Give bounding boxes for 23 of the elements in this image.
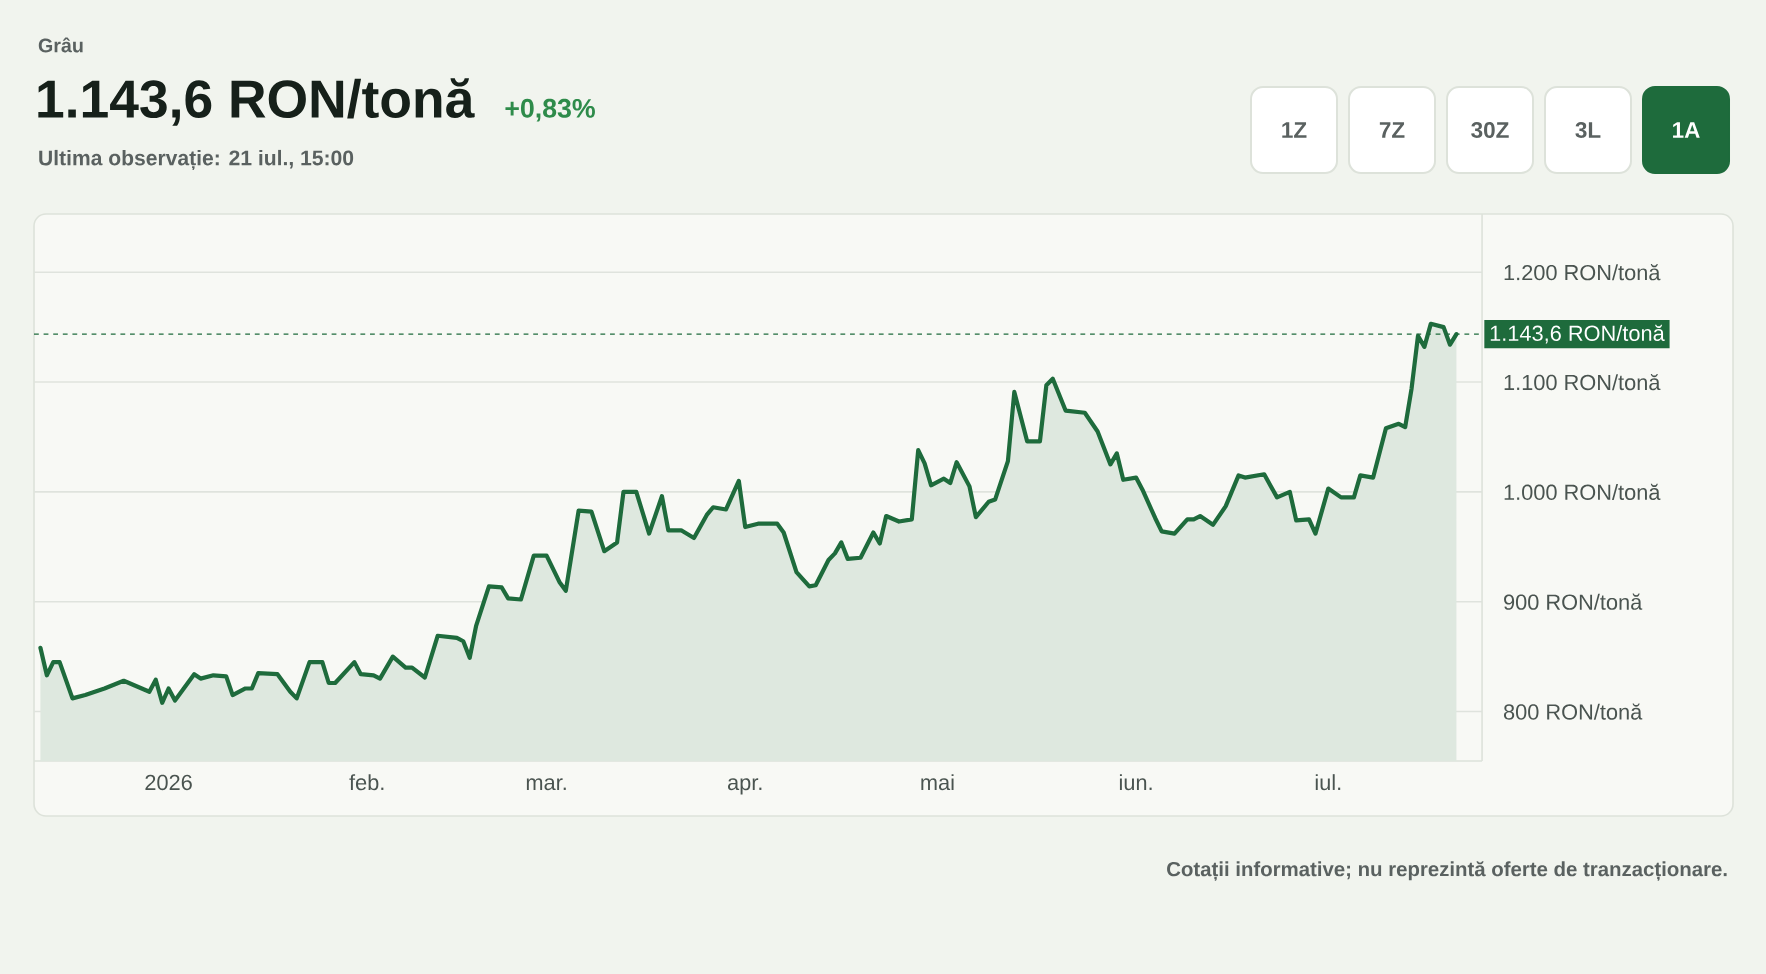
x-tick-label: apr. [727,778,762,795]
text: 1.143,6 RON/tonă [38,78,475,126]
x-tick-label: feb. [349,774,384,791]
y-tick-label: 1.000 RON/tonă [1504,483,1661,501]
text: 1A [1673,122,1700,138]
y-tick-label: 800 RON/tonă [1503,703,1643,720]
text: Cotații informative; nu reprezintă oferte de tranzacționare. [1167,861,1727,881]
y-tick-label: 1.200 RON/tonă [1504,264,1661,281]
x-tick-label: mar. [526,778,566,791]
text: 3L [1575,122,1601,138]
chart-title: Grâu [38,37,83,53]
text: +0,83% [505,98,595,122]
x-tick-label: iul. [1315,774,1341,791]
y-tick-label: 900 RON/tonă [1504,593,1643,610]
text: 1Z [1282,122,1307,138]
text: 7Z [1379,122,1405,138]
text: 30Z [1471,122,1509,138]
y-tick-label: 1.100 RON/tonă [1504,373,1661,391]
x-tick-label: 2026 [145,774,192,791]
ref-line-label: 1.143,6 RON/tonă [1490,324,1665,344]
x-tick-label: mai [921,774,954,791]
x-tick-label: iun. [1119,774,1152,791]
chart-subtitle: Ultima observație: 21 iul., 15:00 [39,149,354,171]
